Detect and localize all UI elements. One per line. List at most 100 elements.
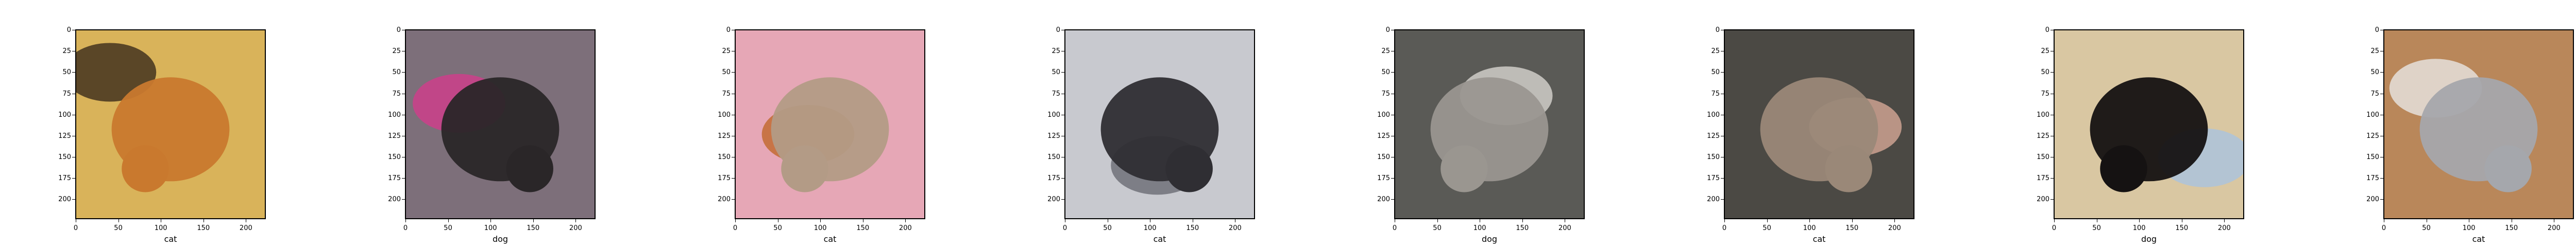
image-panel: 0 25 50 75 100 125 150 175 200 0 50 100 150 200 cat — [989, 0, 1257, 247]
y-tick-label: 25 — [2041, 47, 2049, 56]
y-tick-label: 150 — [1047, 153, 1060, 162]
class-label: cat — [2472, 234, 2485, 244]
x-tick-label: 100 — [484, 224, 497, 232]
y-tick-label: 125 — [58, 132, 71, 140]
y-tick-mark — [72, 72, 75, 73]
photo-image — [1395, 30, 1584, 218]
image-frame — [405, 29, 596, 219]
y-tick-mark — [1061, 178, 1064, 179]
y-tick-label: 50 — [2370, 68, 2379, 77]
photo-subject-head — [1825, 145, 1872, 192]
x-tick-label: 150 — [1845, 224, 1859, 232]
x-tick-label: 50 — [114, 224, 123, 232]
y-tick-mark — [732, 72, 735, 73]
x-tick-label: 50 — [1762, 224, 1771, 232]
x-tick-label: 150 — [1516, 224, 1529, 232]
y-tick-label: 0 — [1385, 26, 1390, 34]
y-tick-label: 100 — [1047, 111, 1060, 119]
y-tick-label: 25 — [1381, 47, 1390, 56]
image-frame — [2054, 29, 2244, 219]
y-tick-label: 50 — [1052, 68, 1060, 77]
x-tick-label: 50 — [444, 224, 452, 232]
x-tick-label: 0 — [403, 224, 408, 232]
photo-subject-head — [122, 145, 169, 192]
photo-image — [736, 30, 924, 218]
image-panel: 0 25 50 75 100 125 150 175 200 0 50 100 150 200 cat — [2308, 0, 2576, 247]
y-tick-label: 75 — [62, 90, 71, 98]
photo-subject-head — [506, 145, 553, 192]
y-tick-label: 100 — [1707, 111, 1720, 119]
y-tick-mark — [1061, 199, 1064, 200]
y-tick-label: 25 — [1052, 47, 1060, 56]
y-tick-mark — [2380, 72, 2383, 73]
x-tick-mark — [575, 219, 577, 222]
y-tick-label: 175 — [718, 174, 731, 183]
x-tick-label: 100 — [154, 224, 167, 232]
y-tick-label: 25 — [62, 47, 71, 56]
y-tick-label: 50 — [1381, 68, 1390, 77]
x-tick-label: 200 — [899, 224, 912, 232]
x-tick-label: 200 — [2217, 224, 2231, 232]
image-panel: 0 25 50 75 100 125 150 175 200 0 50 100 150 200 cat — [1649, 0, 1917, 247]
y-tick-label: 50 — [722, 68, 731, 77]
y-tick-label: 75 — [1381, 90, 1390, 98]
y-tick-label: 0 — [726, 26, 731, 34]
x-tick-mark — [905, 219, 906, 222]
x-tick-label: 50 — [1103, 224, 1112, 232]
x-tick-label: 0 — [1062, 224, 1067, 232]
y-tick-label: 150 — [388, 153, 401, 162]
image-panel: 0 25 50 75 100 125 150 175 200 0 50 100 150 200 dog — [330, 0, 598, 247]
x-tick-mark — [735, 219, 736, 222]
y-tick-label: 75 — [392, 90, 401, 98]
x-tick-label: 100 — [1143, 224, 1157, 232]
y-tick-label: 200 — [1047, 196, 1060, 204]
x-tick-mark — [1437, 219, 1438, 222]
y-tick-label: 0 — [66, 26, 71, 34]
photo-image — [406, 30, 595, 218]
y-tick-label: 75 — [2041, 90, 2049, 98]
y-tick-label: 100 — [2037, 111, 2049, 119]
x-tick-label: 0 — [733, 224, 738, 232]
photo-image — [2384, 30, 2573, 218]
y-tick-mark — [732, 199, 735, 200]
y-tick-label: 100 — [58, 111, 71, 119]
y-tick-label: 50 — [62, 68, 71, 77]
y-tick-mark — [1721, 72, 1724, 73]
y-tick-mark — [402, 199, 405, 200]
y-tick-label: 0 — [1715, 26, 1720, 34]
photo-subject-head — [1440, 145, 1488, 192]
y-tick-mark — [1061, 72, 1064, 73]
y-tick-label: 200 — [2366, 196, 2379, 204]
y-tick-label: 125 — [718, 132, 731, 140]
x-tick-mark — [1809, 219, 1810, 222]
y-tick-mark — [402, 178, 405, 179]
y-tick-label: 175 — [58, 174, 71, 183]
y-tick-label: 100 — [1377, 111, 1390, 119]
y-tick-label: 200 — [718, 196, 731, 204]
y-tick-mark — [2050, 72, 2054, 73]
y-tick-label: 125 — [1707, 132, 1720, 140]
x-tick-mark — [1894, 219, 1895, 222]
class-label: dog — [1481, 234, 1498, 244]
x-tick-label: 0 — [1392, 224, 1397, 232]
image-panel: 0 25 50 75 100 125 150 175 200 0 50 100 150 200 dog — [1319, 0, 1587, 247]
y-tick-mark — [2050, 199, 2054, 200]
y-tick-label: 75 — [2370, 90, 2379, 98]
y-tick-label: 100 — [718, 111, 731, 119]
photo-image — [76, 30, 265, 218]
image-panel: 0 25 50 75 100 125 150 175 200 0 50 100 150 200 cat — [0, 0, 268, 247]
y-tick-label: 150 — [718, 153, 731, 162]
x-tick-mark — [490, 219, 492, 222]
y-tick-label: 75 — [1052, 90, 1060, 98]
y-tick-label: 125 — [1377, 132, 1390, 140]
photo-subject-head — [2484, 145, 2532, 192]
y-tick-mark — [1391, 72, 1394, 73]
y-tick-label: 125 — [2037, 132, 2049, 140]
x-tick-label: 100 — [1473, 224, 1486, 232]
y-tick-label: 175 — [2037, 174, 2049, 183]
x-tick-label: 150 — [2505, 224, 2518, 232]
y-tick-label: 125 — [2366, 132, 2379, 140]
x-tick-label: 150 — [1186, 224, 1199, 232]
x-tick-label: 0 — [2381, 224, 2386, 232]
y-tick-label: 75 — [1711, 90, 1720, 98]
